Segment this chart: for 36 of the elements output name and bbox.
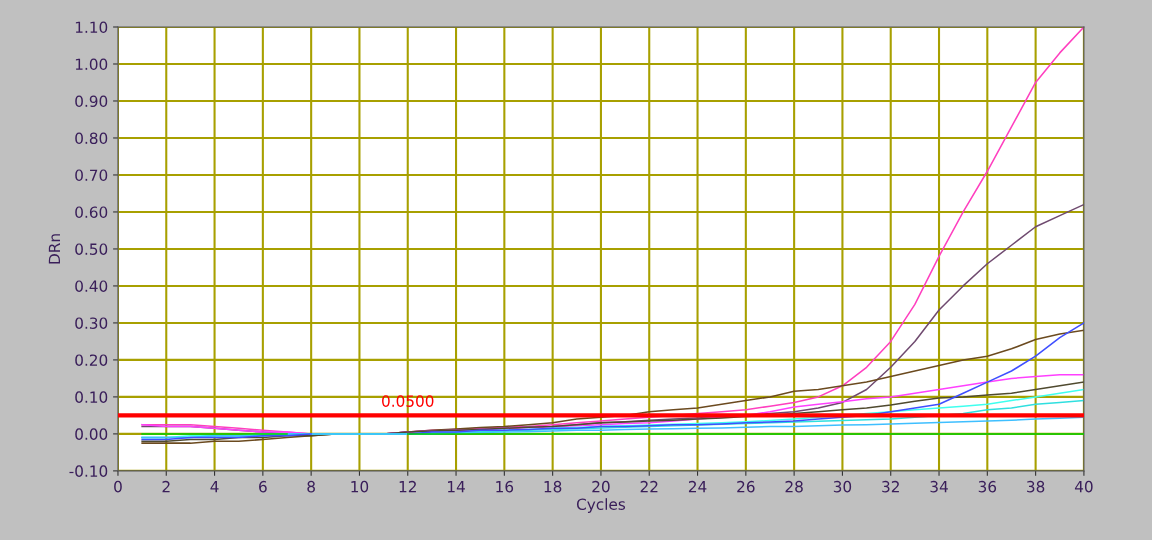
x-tick-label: 24 xyxy=(688,480,707,493)
x-tick-label: 12 xyxy=(399,480,416,493)
y-tick-label: 0.10 xyxy=(75,391,108,403)
y-tick-label: 0.50 xyxy=(75,243,108,255)
y-tick-label: 1.00 xyxy=(75,58,108,71)
y-tick-label: 0.30 xyxy=(75,317,108,329)
x-tick-label: 40 xyxy=(1074,480,1093,493)
y-tick-label: 1.10 xyxy=(75,21,108,34)
y-tick-label: 0.60 xyxy=(75,206,108,218)
x-tick-label: 26 xyxy=(737,480,755,493)
x-tick-label: 4 xyxy=(210,481,219,493)
y-tick-label: 0.20 xyxy=(75,354,108,366)
x-tick-label: 22 xyxy=(640,480,658,493)
y-tick-label: 0.90 xyxy=(75,95,108,107)
x-axis-title: Cycles xyxy=(576,498,626,513)
y-tick-label: 0.40 xyxy=(75,280,108,292)
x-tick-label: 6 xyxy=(259,480,267,493)
x-tick-label: 0 xyxy=(114,480,122,493)
x-tick-label: 20 xyxy=(592,480,610,493)
y-tick-label: 0.00 xyxy=(75,428,108,440)
x-tick-label: 32 xyxy=(882,480,899,493)
x-tick-label: 36 xyxy=(978,480,997,493)
y-axis-title: DRn xyxy=(48,234,60,264)
x-tick-label: 16 xyxy=(496,480,514,493)
x-tick-label: 2 xyxy=(162,480,170,493)
x-tick-label: 10 xyxy=(351,480,369,493)
x-tick-label: 34 xyxy=(930,480,948,493)
y-tick-label: -0.10 xyxy=(69,465,108,477)
x-tick-label: 38 xyxy=(1027,480,1045,493)
x-tick-label: 18 xyxy=(544,480,562,493)
x-tick-label: 28 xyxy=(785,480,803,493)
x-tick-label: 8 xyxy=(307,480,315,493)
x-tick-label: 14 xyxy=(448,481,465,493)
y-tick-label: 0.80 xyxy=(75,132,108,144)
x-tick-label: 30 xyxy=(833,480,852,493)
y-tick-label: 0.70 xyxy=(75,169,108,181)
